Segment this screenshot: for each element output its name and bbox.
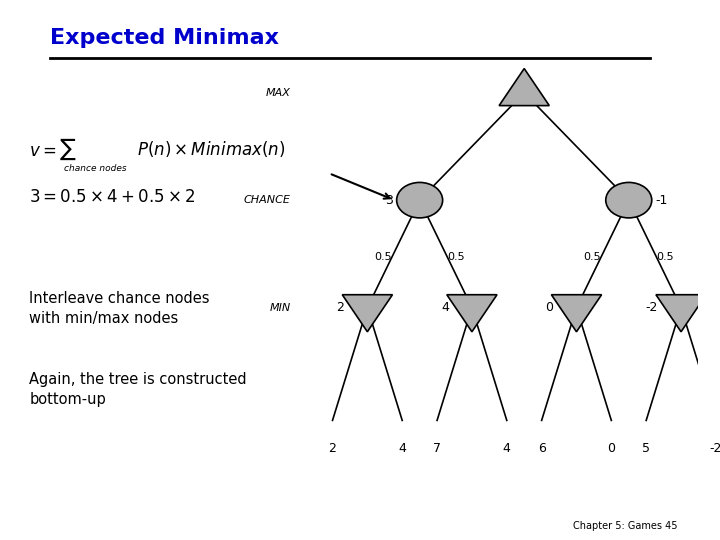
Text: Interleave chance nodes
with min/max nodes: Interleave chance nodes with min/max nod… bbox=[30, 292, 210, 326]
Circle shape bbox=[397, 183, 443, 218]
Text: 4: 4 bbox=[503, 442, 510, 455]
Polygon shape bbox=[499, 69, 549, 106]
Text: $3 = 0.5 \times 4 + 0.5 \times 2$: $3 = 0.5 \times 4 + 0.5 \times 2$ bbox=[30, 188, 196, 206]
Text: 2: 2 bbox=[336, 301, 344, 314]
Text: -2: -2 bbox=[646, 301, 658, 314]
Text: -2: -2 bbox=[710, 442, 720, 455]
Text: 3: 3 bbox=[385, 194, 393, 207]
Polygon shape bbox=[656, 295, 706, 332]
Polygon shape bbox=[552, 295, 602, 332]
Text: Again, the tree is constructed
bottom-up: Again, the tree is constructed bottom-up bbox=[30, 372, 247, 407]
Text: 2: 2 bbox=[328, 442, 336, 455]
Text: $P(n) \times Minimax(n)$: $P(n) \times Minimax(n)$ bbox=[138, 139, 286, 159]
Text: 0: 0 bbox=[546, 301, 554, 314]
Text: Expected Minimax: Expected Minimax bbox=[50, 28, 279, 48]
Text: Chapter 5: Games 45: Chapter 5: Games 45 bbox=[573, 521, 678, 531]
Text: 5: 5 bbox=[642, 442, 650, 455]
Text: MAX: MAX bbox=[266, 87, 291, 98]
Text: CHANCE: CHANCE bbox=[244, 195, 291, 205]
Polygon shape bbox=[342, 295, 392, 332]
Text: 0: 0 bbox=[608, 442, 616, 455]
Text: 6: 6 bbox=[538, 442, 546, 455]
Text: 4: 4 bbox=[441, 301, 449, 314]
Text: -1: -1 bbox=[655, 194, 667, 207]
Text: 0.5: 0.5 bbox=[374, 252, 392, 261]
Text: 0.5: 0.5 bbox=[656, 252, 674, 261]
Text: 4: 4 bbox=[398, 442, 406, 455]
Text: 7: 7 bbox=[433, 442, 441, 455]
Text: $v = \sum$: $v = \sum$ bbox=[30, 137, 77, 162]
Text: 0.5: 0.5 bbox=[584, 252, 601, 261]
Polygon shape bbox=[447, 295, 497, 332]
Text: MIN: MIN bbox=[269, 302, 291, 313]
Circle shape bbox=[606, 183, 652, 218]
Text: chance nodes: chance nodes bbox=[64, 164, 127, 173]
Text: 0.5: 0.5 bbox=[447, 252, 464, 261]
